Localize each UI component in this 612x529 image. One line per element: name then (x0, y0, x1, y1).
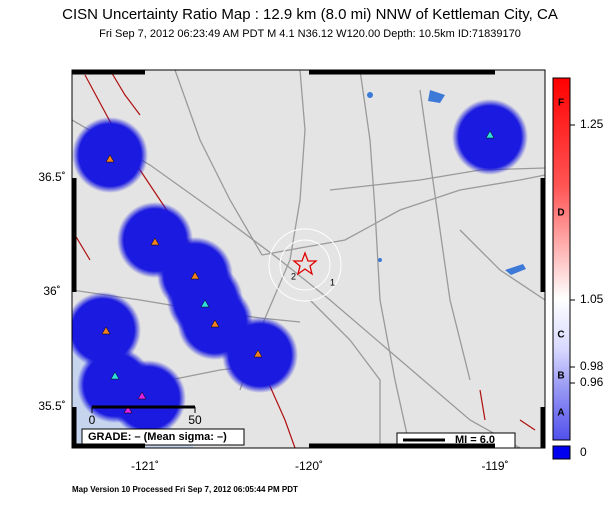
grade-letter: A (557, 408, 564, 419)
lon-label: -121˚ (131, 459, 159, 473)
colorbar-value: 0.96 (580, 375, 604, 389)
colorbar-value: 0.98 (580, 359, 604, 373)
scale-label: 0 (89, 413, 96, 427)
frame (71, 69, 546, 449)
grade-letter: C (557, 330, 564, 341)
scale-label: 50 (188, 413, 202, 427)
lon-label: -120˚ (295, 459, 323, 473)
lat-label: 36˚ (43, 284, 60, 298)
colorbar-value: 1.25 (580, 117, 604, 131)
grade-letter: D (557, 208, 564, 219)
title: CISN Uncertainty Ratio Map : 12.9 km (8.… (62, 6, 558, 23)
grade-letter: B (557, 371, 564, 382)
colorbar: 1.25 1.05 0.98 0.96 0 F D C B A (552, 77, 604, 460)
contour-label: 2 (291, 271, 296, 281)
footer: Map Version 10 Processed Fri Sep 7, 2012… (72, 485, 298, 494)
mi-legend: MI = 6.0 (455, 434, 495, 446)
contour-label: 1 (330, 277, 335, 287)
grade-letter: F (558, 98, 564, 109)
subtitle: Fri Sep 7, 2012 06:23:49 AM PDT M 4.1 N3… (99, 28, 521, 40)
grade: GRADE: – (Mean sigma: –) (88, 431, 227, 443)
lat-label: 35.5˚ (38, 399, 65, 413)
lon-label: -119˚ (481, 459, 508, 473)
map: 2 1 0 50 GRADE: – (Mean sigma: –) MI = 6… (72, 70, 545, 448)
colorbar-value: 1.05 (580, 292, 604, 306)
lat-label: 36.5˚ (38, 170, 65, 184)
colorbar-value: 0 (580, 445, 587, 459)
